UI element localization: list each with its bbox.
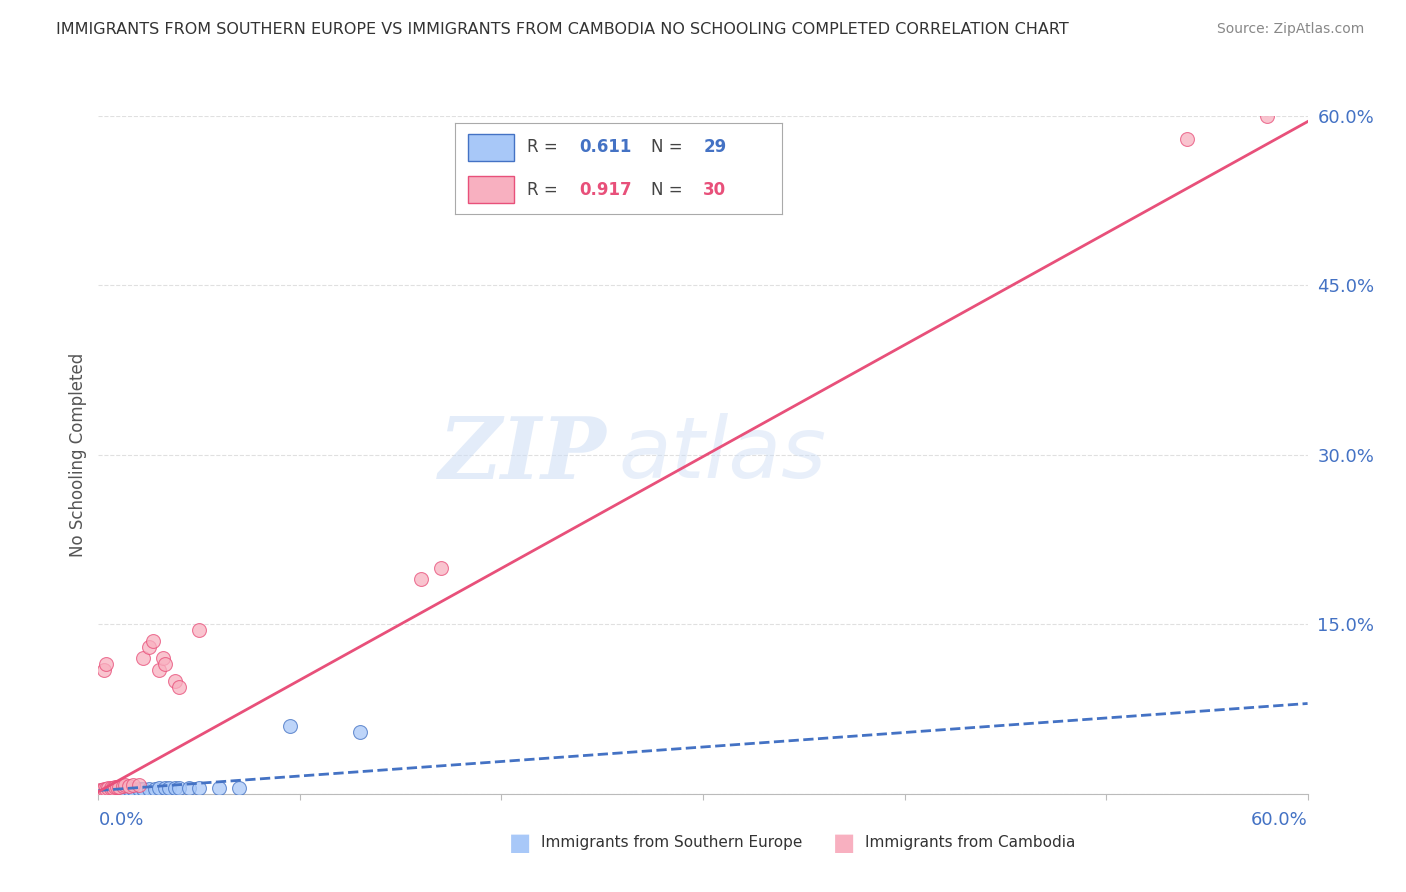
Point [179,781,201,796]
Point [188,781,211,796]
Text: IMMIGRANTS FROM SOUTHERN EUROPE VS IMMIGRANTS FROM CAMBODIA NO SCHOOLING COMPLET: IMMIGRANTS FROM SOUTHERN EUROPE VS IMMIG… [56,22,1069,37]
Point [143,782,166,797]
Point [111,783,134,797]
Text: Immigrants from Southern Europe: Immigrants from Southern Europe [541,836,803,850]
Point [121,778,143,792]
Point [153,781,176,796]
Point [97,783,120,797]
Point [97,781,120,796]
Point [89,784,111,798]
Point [1175,131,1198,145]
Point [157,781,180,796]
Point [188,623,211,637]
Point [409,572,432,586]
Point [1256,109,1278,123]
Text: ■: ■ [509,831,531,855]
Point [103,780,125,794]
Point [93,783,115,797]
Point [89,783,111,797]
Point [167,680,190,694]
Text: atlas: atlas [619,413,827,497]
Point [111,779,134,793]
Point [105,783,128,797]
Point [148,663,170,677]
Point [278,719,301,733]
Point [107,783,129,797]
Point [121,782,143,797]
Point [96,784,118,798]
Point [132,782,155,797]
Point [114,783,136,797]
Point [153,657,176,671]
Point [103,783,125,797]
Point [96,657,118,671]
Y-axis label: No Schooling Completed: No Schooling Completed [69,353,87,557]
Point [93,663,115,677]
Point [138,782,160,797]
Point [118,782,141,797]
Point [118,779,141,793]
Text: Immigrants from Cambodia: Immigrants from Cambodia [865,836,1076,850]
Point [148,781,170,796]
Point [114,778,136,792]
Point [430,561,453,575]
Point [91,783,114,797]
Point [100,781,122,796]
Point [152,651,174,665]
Point [107,780,129,794]
Point [101,781,124,796]
Point [132,651,155,665]
Point [163,781,186,796]
Point [228,781,250,796]
Text: ZIP: ZIP [439,413,606,497]
Point [105,780,128,794]
Point [349,724,371,739]
Text: 60.0%: 60.0% [1251,811,1308,829]
Point [128,778,150,792]
Text: Source: ZipAtlas.com: Source: ZipAtlas.com [1216,22,1364,37]
Point [93,782,115,797]
Point [100,783,122,797]
Point [142,634,165,648]
Text: ■: ■ [832,831,855,855]
Point [96,782,118,797]
Point [101,783,124,797]
Text: 0.0%: 0.0% [98,811,143,829]
Point [138,640,160,654]
Point [128,782,150,797]
Point [208,781,231,796]
Point [91,784,114,798]
Point [163,673,186,688]
Point [167,781,190,796]
